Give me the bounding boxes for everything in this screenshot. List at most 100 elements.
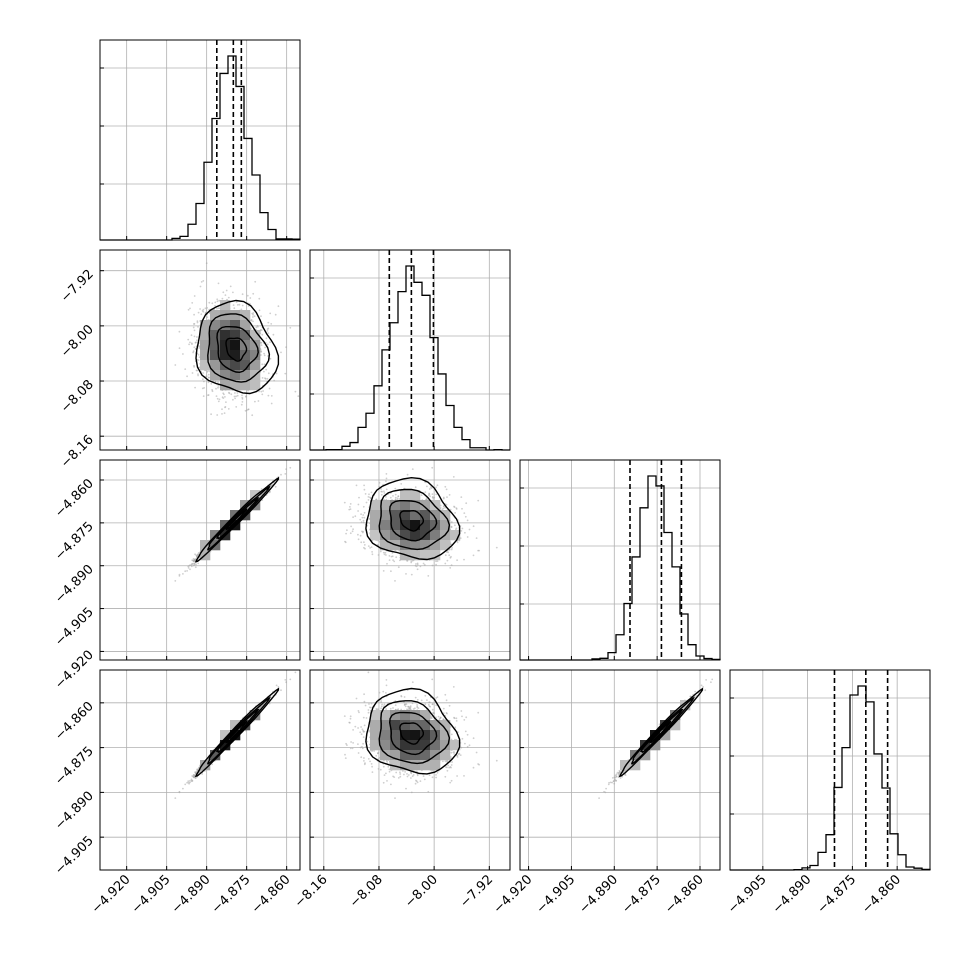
scatter-point [361,516,364,519]
scatter-point [191,563,193,565]
scatter-point [362,514,365,516]
scatter-point [193,323,195,325]
scatter-point [378,485,381,488]
scatter-point [289,466,292,469]
scatter-point [266,330,269,332]
contour-level [225,507,248,531]
scatter-point [223,412,226,414]
scatter-point [260,344,263,346]
scatter-point [385,554,387,556]
scatter-point [258,297,261,300]
scatter-point [431,564,434,567]
scatter-point [267,332,270,334]
scatter-point [464,531,466,534]
scatter-point [352,528,354,531]
scatter-point [267,394,270,397]
scatter-point [436,484,439,487]
scatter-point [389,496,392,499]
scatter-point [451,547,453,549]
scatter-point [197,354,200,356]
density-bin [230,360,241,371]
scatter-point [178,573,181,576]
scatter-point [193,562,196,565]
scatter-point [385,480,387,483]
scatter-point [240,308,243,311]
scatter-point [431,493,434,495]
scatter-point [266,377,269,380]
scatter-point [217,400,220,403]
scatter-point [369,547,371,549]
scatter-point [446,551,448,553]
scatter-point [371,551,373,553]
scatter-point [461,527,464,530]
scatter-point [216,414,219,416]
scatter-point [367,496,370,498]
scatter-point [363,488,366,491]
scatter-point [377,554,380,556]
density-bin [230,350,241,361]
density-bin [200,340,211,351]
scatter-point [190,565,193,568]
scatter-point [205,262,208,265]
scatter-point [360,513,362,516]
scatter-point [214,305,216,307]
scatter-point [211,302,214,305]
scatter-point [197,374,199,377]
scatter-point [263,363,266,366]
scatter-point [257,325,259,328]
scatter-point [410,573,413,576]
scatter-point [394,493,397,496]
contour-level [195,299,280,395]
scatter-point [230,393,233,396]
scatter-point [211,389,213,391]
scatter-point [210,382,213,385]
scatter-point [202,372,204,374]
density-bin [200,360,211,371]
scatter-point [208,301,211,304]
scatter-point [188,343,190,346]
scatter-point [430,487,433,490]
scatter-point [363,546,365,549]
scatter-point [224,294,227,296]
scatter-point [240,403,243,406]
scatter-point [200,281,203,283]
scatter-point [232,398,234,401]
scatter-point [265,337,268,340]
scatter-point [449,567,452,569]
scatter-point [384,551,387,554]
scatter-point [263,352,265,355]
scatter-point [232,304,235,306]
scatter-point [456,559,458,562]
scatter-point [465,502,468,505]
scatter-point [294,390,297,393]
scatter-point [178,575,181,577]
scatter-point [450,564,453,566]
scatter-point [245,395,247,398]
scatter-point [182,573,184,575]
scatter-point [221,413,223,415]
density-bin [210,360,221,371]
scatter-point [362,519,365,522]
scatter-point [263,370,265,373]
scatter-point [423,564,426,566]
scatter-point [269,341,271,344]
scatter-point [199,285,202,288]
scatter-point [234,397,237,400]
scatter-point [370,491,373,494]
scatter-point [194,566,197,569]
scatter-point [274,485,277,488]
density-bin [240,320,251,331]
scatter-point [189,564,191,566]
density-bin [220,330,231,341]
scatter-point [463,512,466,514]
scatter-point [262,390,264,392]
scatter-point [357,503,360,506]
scatter-point [196,320,199,322]
scatter-point [435,486,437,489]
scatter-point [285,468,287,470]
scatter-point [196,321,199,324]
scatter-point [222,291,225,294]
density-bin [220,350,231,361]
scatter-point [197,552,200,554]
